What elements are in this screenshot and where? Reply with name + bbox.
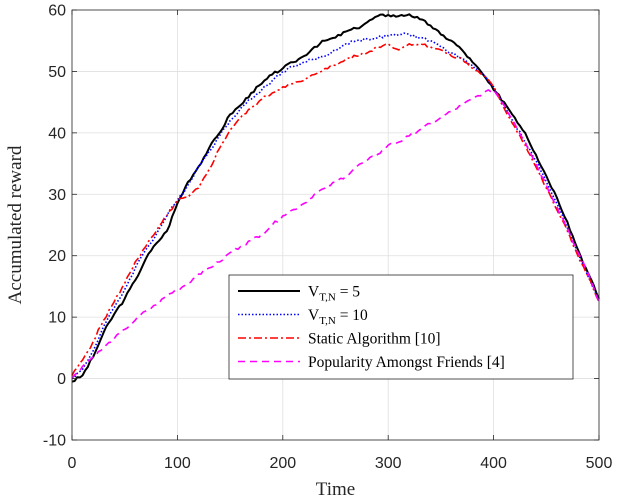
series-line-1 bbox=[71, 13, 600, 383]
legend-label-1: VT,N = 5 bbox=[308, 284, 360, 304]
x-tick-label: 500 bbox=[586, 455, 613, 472]
y-tick-label: -10 bbox=[43, 433, 66, 450]
y-tick-label: 60 bbox=[48, 3, 66, 20]
x-axis-label: Time bbox=[316, 479, 355, 499]
y-axis-label: Accumulated reward bbox=[5, 145, 26, 304]
y-tick-label: 0 bbox=[57, 371, 66, 388]
axes-box bbox=[71, 9, 600, 441]
y-tick-label: 50 bbox=[48, 64, 66, 81]
series-line-3 bbox=[71, 42, 600, 376]
legend: VT,N = 5 VT,N = 10 Static Algorithm [10] Po… bbox=[228, 274, 574, 380]
x-tick-label: 300 bbox=[375, 455, 402, 472]
series-line-2 bbox=[71, 32, 600, 380]
legend-label-3: Static Algorithm [10] bbox=[308, 331, 441, 348]
y-tick-label: 40 bbox=[48, 125, 66, 142]
ticks bbox=[71, 9, 600, 441]
y-tick-label: 20 bbox=[48, 248, 66, 265]
legend-label-2: VT,N = 10 bbox=[308, 307, 368, 327]
series-layer bbox=[71, 13, 600, 383]
legend-label-4: Popularity Amongst Friends [4] bbox=[308, 354, 505, 371]
x-tick-label: 100 bbox=[164, 455, 191, 472]
x-tick-label: 400 bbox=[480, 455, 507, 472]
x-tick-label: 0 bbox=[68, 455, 77, 472]
y-tick-label: 10 bbox=[48, 310, 66, 327]
y-tick-label: 30 bbox=[48, 187, 66, 204]
x-tick-label: 200 bbox=[269, 455, 296, 472]
